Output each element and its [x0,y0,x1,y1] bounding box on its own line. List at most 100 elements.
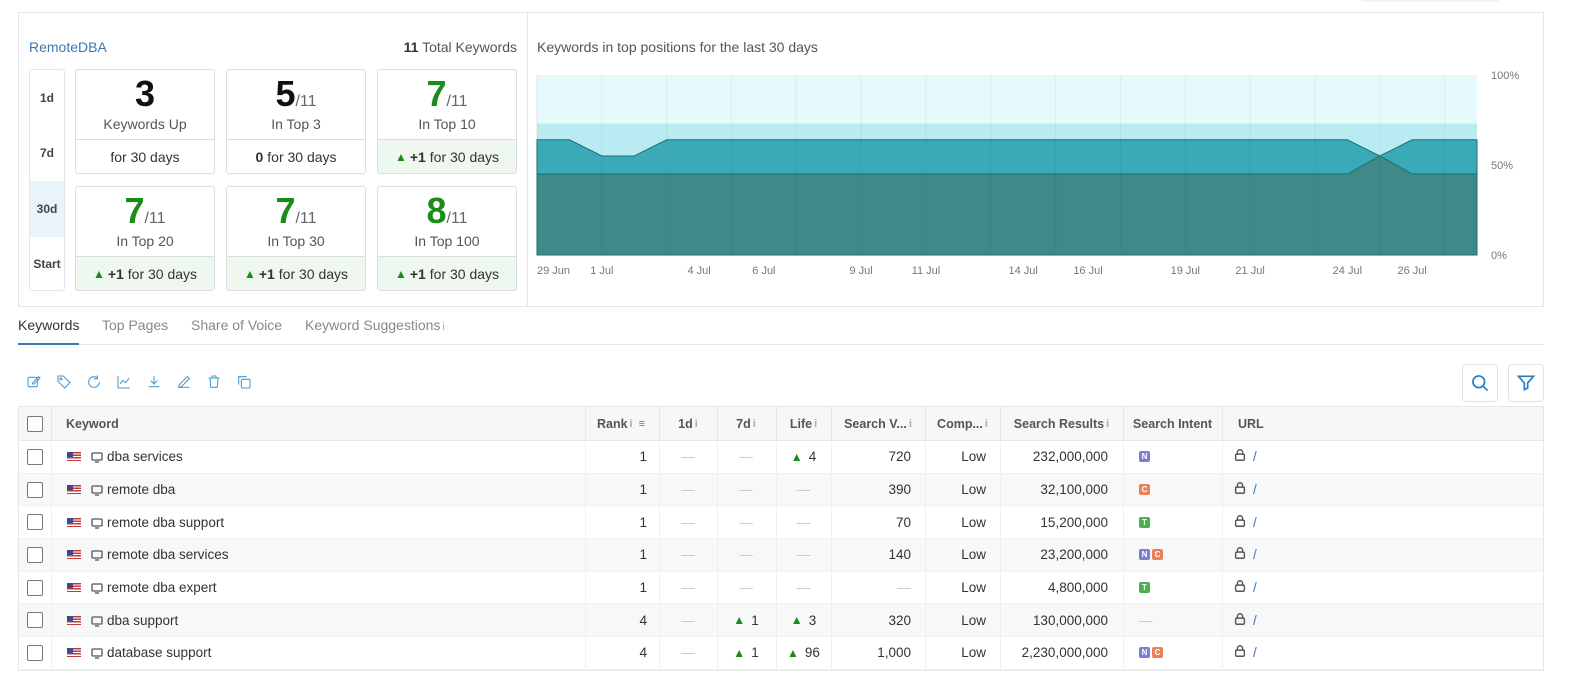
column-header-d7[interactable]: 7d i [717,407,775,440]
stat-delta: +1 [409,148,426,165]
x-tick-label: 11 Jul [912,265,941,277]
empty-value: — [739,580,753,596]
tab-keywords[interactable]: Keywords [18,317,80,345]
pencil-button[interactable] [175,373,193,391]
stat-card: 7/11 In Top 10 ▲ +1 for 30 days [377,69,517,174]
column-header-url[interactable]: URL [1238,407,1318,440]
empty-value: — [681,547,695,563]
sort-icon[interactable]: ≡ [638,417,646,430]
search-results-value: 15,200,000 [1040,514,1108,530]
stat-number: 5 [275,73,296,114]
search-results-cell: 15,200,000 [1000,506,1108,538]
table-row[interactable]: remote dba support 1 — — — 70 Low 15,200,000 T / [19,506,1543,540]
row-checkbox[interactable] [27,448,43,465]
keyword-text[interactable]: remote dba services [107,547,229,563]
search-button[interactable] [1462,364,1498,402]
column-header-search_volume[interactable]: Search V... i [831,407,925,440]
period-option-start[interactable]: Start [33,257,61,272]
column-header-search_intent[interactable]: Search Intent [1123,407,1222,440]
url-link[interactable]: / [1253,580,1257,596]
search-intent-cell: C [1139,474,1152,506]
column-divider [51,473,52,506]
stat-number: 7 [275,190,296,231]
total-keywords-count: 11 [403,39,419,55]
url-link[interactable]: / [1253,612,1257,628]
period-option-30d[interactable]: 30d [30,181,64,237]
table-row[interactable]: dba services 1— — ▲ 4 720 Low 232,000,000 N / [19,441,1543,474]
trash-button[interactable] [205,373,223,391]
tab-share-of-voice[interactable]: Share of Voice [191,317,282,343]
keyword-text[interactable]: dba services [107,449,183,465]
column-divider [717,441,718,473]
search-volume-value: 140 [888,547,911,563]
tab-label: Keyword Suggestions [305,317,441,333]
row-checkbox[interactable] [27,546,43,563]
column-divider [831,604,832,637]
info-icon: i [984,417,988,430]
column-header-competition[interactable]: Comp... i [925,407,1000,440]
url-link[interactable]: / [1253,449,1257,465]
arrow-up-icon: ▲ [92,266,105,281]
us-flag-icon [67,615,81,625]
filter-button[interactable] [1508,364,1544,402]
row-checkbox[interactable] [27,644,43,661]
row-checkbox[interactable] [27,481,43,498]
lock-icon[interactable] [1233,546,1247,563]
chart-button[interactable] [115,373,133,391]
filter-icon [1516,375,1536,392]
lock-icon[interactable] [1233,514,1247,531]
tab-top-pages[interactable]: Top Pages [102,317,168,343]
column-header-search_results[interactable]: Search Results i [1000,407,1123,440]
url-link[interactable]: / [1253,514,1257,530]
info-icon: i [814,417,818,430]
lock-icon[interactable] [1233,644,1247,661]
select-all-checkbox[interactable] [27,415,43,432]
refresh-icon [88,375,100,388]
rank-cell: 1 [585,539,647,571]
lock-icon[interactable] [1233,481,1247,498]
search-results-value: 32,100,000 [1040,482,1108,498]
table-row[interactable]: remote dba 1 — — — 390 Low 32,100,000 C / [19,473,1543,507]
url-link[interactable]: / [1253,645,1257,661]
search-volume-cell: 70 [831,506,911,538]
period-option-1d[interactable]: 1d [39,90,54,105]
column-divider [1222,637,1223,669]
tab-keyword-suggestions[interactable]: Keyword Suggestions i [305,317,445,343]
keyword-text[interactable]: remote dba [107,482,176,498]
column-divider [1000,539,1001,571]
url-link[interactable]: / [1253,547,1257,563]
lock-icon[interactable] [1233,448,1247,465]
tag-button[interactable] [55,373,73,391]
chart-section: Keywords in top positions for the last 3… [529,13,1543,306]
refresh-button[interactable] [85,373,103,391]
stat-label: In Top 20 [116,233,174,249]
row-checkbox[interactable] [27,612,43,629]
column-header-rank[interactable]: Rank i ≡ [585,407,657,440]
table-row[interactable]: remote dba services 1 — — — 140 Low 23,200,000 N… [19,539,1543,572]
keyword-text[interactable]: dba support [107,612,179,628]
column-divider [776,441,777,473]
column-header-life[interactable]: Life i [776,407,831,440]
download-button[interactable] [145,373,163,391]
copy-button[interactable] [235,373,253,391]
lock-icon[interactable] [1233,579,1247,596]
keyword-text[interactable]: remote dba expert [107,580,217,596]
period-option-7d[interactable]: 7d [39,146,54,161]
keyword-text[interactable]: remote dba support [107,514,225,530]
table-row[interactable]: dba support 4— ▲ 1 ▲ 3 320 Low 130,000,000— / [19,604,1543,638]
keyword-text[interactable]: database support [107,645,212,661]
project-name-link[interactable]: RemoteDBA [29,39,107,55]
row-checkbox[interactable] [27,514,43,531]
search-volume-cell: — [831,572,912,604]
row-checkbox[interactable] [27,579,43,596]
table-row[interactable]: database support 4— ▲ 1 ▲ 96 1,000 Low 2,230,000… [19,637,1543,670]
url-link[interactable]: / [1253,482,1257,498]
column-header-d1[interactable]: 1d i [659,407,717,440]
intent-badge: N [1139,549,1150,561]
column-header-keyword[interactable]: Keyword [66,407,366,440]
column-header-label: Rank [596,416,628,431]
column-divider [1123,407,1124,440]
table-row[interactable]: remote dba expert 1 — — — — Low 4,800,000 T / [19,571,1543,605]
lock-icon[interactable] [1233,612,1247,629]
edit-button[interactable] [25,373,43,391]
